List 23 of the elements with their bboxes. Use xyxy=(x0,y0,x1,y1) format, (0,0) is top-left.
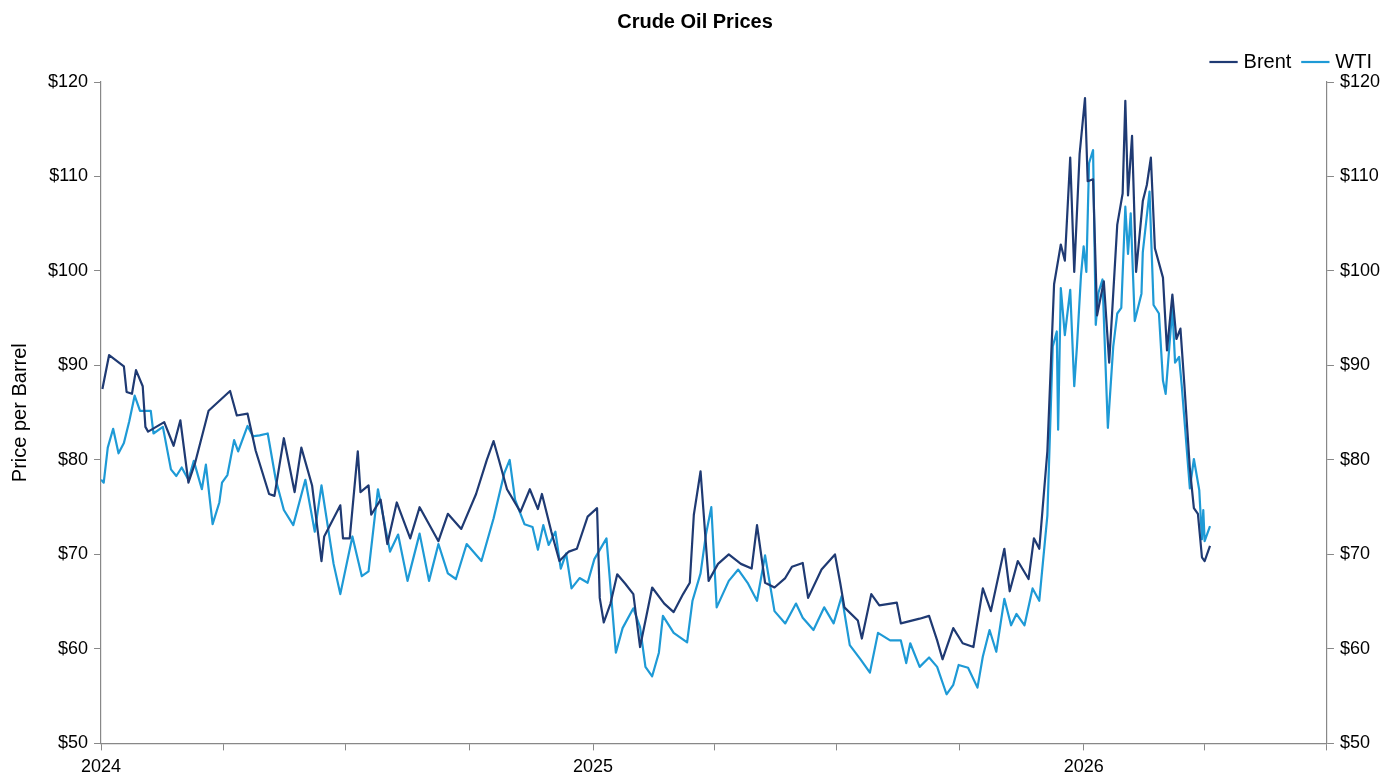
y2-tick-label: $70 xyxy=(1339,543,1370,564)
x-tick-label: 2026 xyxy=(1063,756,1104,777)
y2-tick-label: $100 xyxy=(1339,259,1380,280)
legend-label: WTI xyxy=(1335,49,1373,72)
y-tick-label: $70 xyxy=(58,543,89,564)
y-tick-label: $90 xyxy=(58,354,89,375)
y-axis-title: Price per Barrel xyxy=(7,343,30,483)
y2-tick-label: $80 xyxy=(1339,448,1370,469)
y2-tick-label: $60 xyxy=(1339,637,1370,658)
y-tick-label: $80 xyxy=(58,448,89,469)
y-tick-label: $50 xyxy=(58,732,89,753)
y2-tick-label: $50 xyxy=(1339,732,1370,753)
y2-tick-label: $90 xyxy=(1339,354,1370,375)
y-tick-label: $60 xyxy=(58,637,89,658)
legend-label: Brent xyxy=(1243,49,1292,72)
y2-tick-label: $110 xyxy=(1339,165,1379,186)
chart-title: Crude Oil Prices xyxy=(617,9,773,32)
y-tick-label: $120 xyxy=(48,70,89,91)
x-tick-label: 2025 xyxy=(573,756,614,777)
y-tick-label: $100 xyxy=(48,259,89,280)
x-tick-label: 2024 xyxy=(81,756,122,777)
y-tick-label: $110 xyxy=(49,165,89,186)
y2-tick-label: $120 xyxy=(1339,70,1380,91)
